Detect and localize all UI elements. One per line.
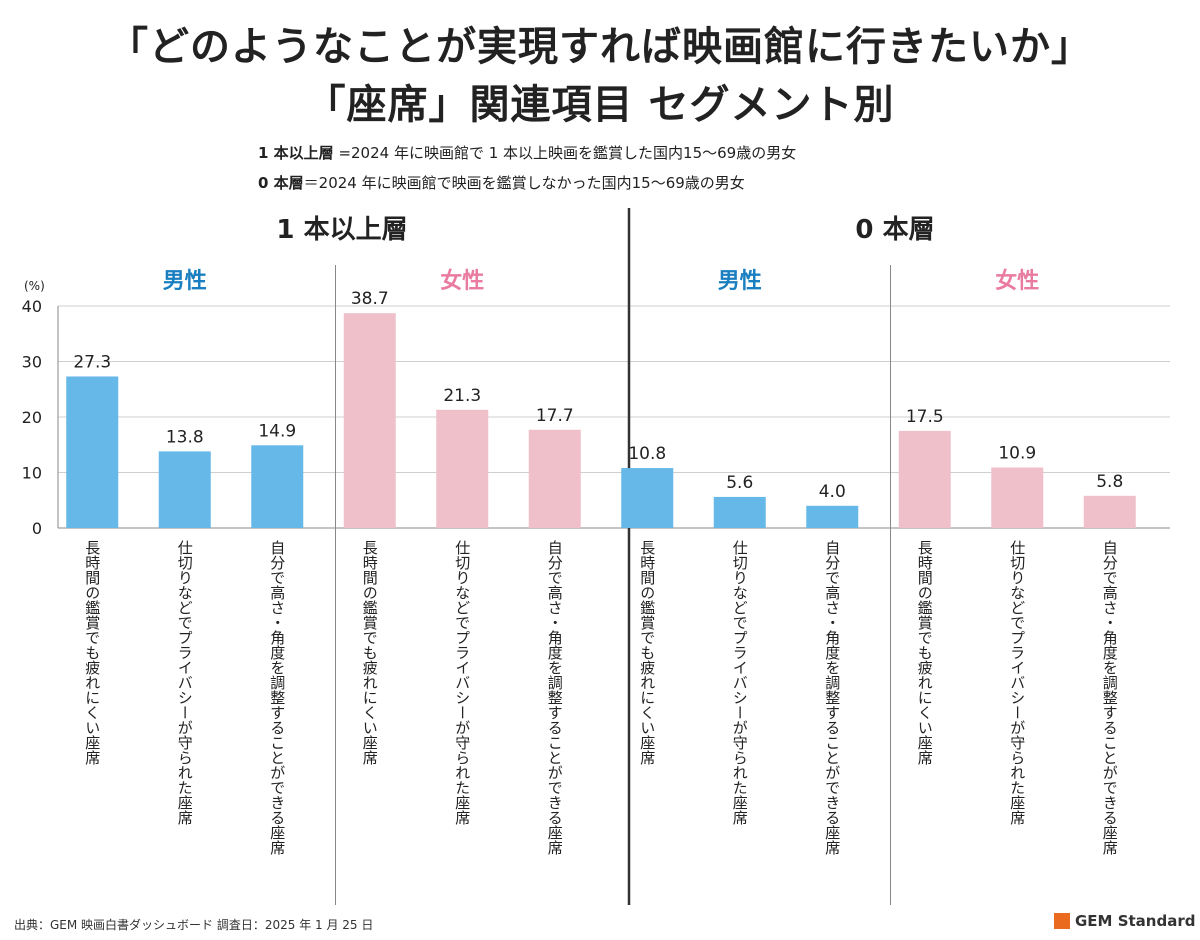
definition-note-1: 1 本以上層 =2024 年に映画館で 1 本以上映画を鑑賞した国内15～69歳… bbox=[258, 142, 796, 163]
bar bbox=[528, 429, 581, 528]
bar bbox=[436, 409, 489, 528]
data-label: 38.7 bbox=[351, 289, 389, 309]
data-label: 17.5 bbox=[906, 407, 944, 427]
definition-text: ＝2024 年に映画館で映画を鑑賞しなかった国内15～69歳の男女 bbox=[303, 174, 745, 192]
data-label: 4.0 bbox=[819, 482, 846, 502]
data-label: 5.8 bbox=[1096, 472, 1123, 492]
y-axis-unit: (%) bbox=[24, 279, 45, 293]
category-label: 自分で高さ・角度を調整することができる座席 bbox=[546, 540, 564, 855]
definition-note-2: 0 本層＝2024 年に映画館で映画を鑑賞しなかった国内15～69歳の男女 bbox=[258, 172, 745, 193]
category-label: 自分で高さ・角度を調整することができる座席 bbox=[1101, 540, 1119, 855]
logo-square-icon bbox=[1054, 913, 1070, 929]
data-label: 17.7 bbox=[536, 406, 574, 426]
definition-term: 1 本以上層 bbox=[258, 144, 334, 162]
bar bbox=[806, 505, 859, 528]
data-label: 10.8 bbox=[628, 444, 666, 464]
bar bbox=[621, 468, 674, 528]
definition-text: =2024 年に映画館で 1 本以上映画を鑑賞した国内15～69歳の男女 bbox=[333, 144, 797, 162]
segment-heading: 0 本層 bbox=[855, 215, 934, 245]
category-label: 仕切りなどでプライバシーが守られた座席 bbox=[176, 540, 194, 825]
category-label: 自分で高さ・角度を調整することができる座席 bbox=[268, 540, 286, 855]
category-label: 長時間の鑑賞でも疲れにくい座席 bbox=[361, 540, 379, 765]
y-tick-label: 10 bbox=[22, 464, 42, 483]
chart-title-line1: 「どのようなことが実現すれば映画館に行きたいか」 bbox=[108, 24, 1092, 70]
chart-title-line2: 「座席」関連項目 セグメント別 bbox=[305, 82, 895, 128]
panel-label-female: 女性 bbox=[995, 268, 1039, 294]
bar bbox=[898, 430, 951, 528]
category-label: 仕切りなどでプライバシーが守られた座席 bbox=[731, 540, 749, 825]
data-label: 13.8 bbox=[166, 427, 204, 447]
category-label: 長時間の鑑賞でも疲れにくい座席 bbox=[916, 540, 934, 765]
y-tick-label: 40 bbox=[22, 297, 42, 316]
data-label: 21.3 bbox=[443, 386, 481, 406]
category-label: 仕切りなどでプライバシーが守られた座席 bbox=[1008, 540, 1026, 825]
data-label: 10.9 bbox=[998, 444, 1036, 464]
panel-label-male: 男性 bbox=[163, 269, 207, 294]
category-label: 長時間の鑑賞でも疲れにくい座席 bbox=[83, 540, 101, 765]
bar bbox=[713, 496, 766, 528]
y-tick-label: 0 bbox=[32, 519, 42, 538]
data-label: 5.6 bbox=[726, 473, 753, 493]
bar bbox=[66, 376, 119, 528]
y-tick-label: 20 bbox=[22, 408, 42, 427]
bar bbox=[1083, 495, 1136, 528]
y-tick-label: 30 bbox=[22, 353, 42, 372]
bar bbox=[343, 313, 396, 528]
data-label: 27.3 bbox=[73, 352, 111, 372]
segment-heading: 1 本以上層 bbox=[276, 215, 407, 245]
definition-term: 0 本層 bbox=[258, 174, 304, 192]
bar bbox=[251, 445, 304, 528]
category-label: 自分で高さ・角度を調整することができる座席 bbox=[823, 540, 841, 855]
bar bbox=[991, 467, 1044, 528]
bar bbox=[158, 451, 211, 528]
source-footer: 出典：GEM 映画白書ダッシュボード 調査日：2025 年 1 月 25 日 bbox=[14, 918, 374, 932]
panel-label-male: 男性 bbox=[718, 269, 762, 294]
category-label: 長時間の鑑賞でも疲れにくい座席 bbox=[638, 540, 656, 765]
category-label: 仕切りなどでプライバシーが守られた座席 bbox=[453, 540, 471, 825]
panel-label-female: 女性 bbox=[440, 268, 484, 294]
brand-logo: GEM Standard bbox=[1054, 912, 1195, 930]
data-label: 14.9 bbox=[258, 421, 296, 441]
logo-text: GEM Standard bbox=[1075, 912, 1196, 930]
